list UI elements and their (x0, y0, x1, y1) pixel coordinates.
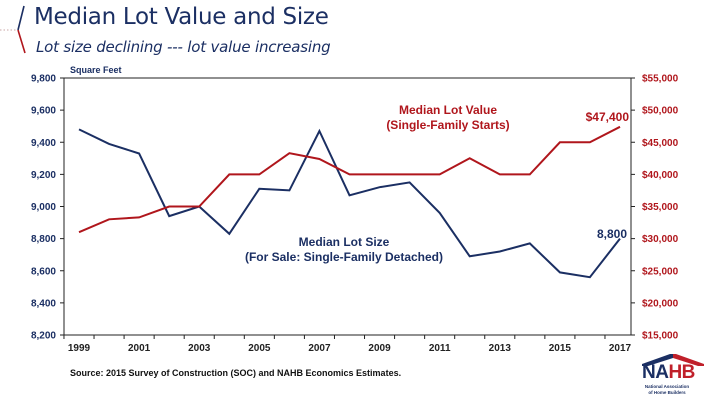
x-tick-label: 2009 (368, 343, 391, 354)
lot-size-label-line2: (For Sale: Single-Family Detached) (245, 250, 443, 264)
y-right-tick-label: $50,000 (642, 106, 679, 117)
y-left-tick-label: 9,800 (31, 74, 56, 85)
series-layer (78, 125, 621, 279)
axes: 8,200 8,400 8,600 8,800 9,000 9,200 9,400 9,600… (31, 74, 679, 355)
x-tick-label: 2013 (489, 343, 512, 354)
x-tick-label: 2017 (609, 343, 632, 354)
lot-size-end-label: 8,800 (597, 227, 627, 241)
y-left-axis-unit: Square Feet (70, 65, 122, 75)
annotations-layer: Square Feet Median Lot Value (Single-Fam… (70, 65, 629, 264)
y-right-tick-label: $20,000 (642, 298, 679, 309)
y-right-tick-label: $15,000 (642, 331, 679, 342)
logo-na: NA (642, 362, 669, 383)
lot-size-line (78, 128, 621, 279)
x-tick-label: 2015 (549, 343, 572, 354)
page-subtitle: Lot size declining --- lot value increas… (36, 38, 331, 56)
y-right-tick-label: $30,000 (642, 234, 679, 245)
logo-tagline-line2: of Home Builders (648, 389, 686, 395)
accent-slash-red (17, 29, 26, 54)
logo-tagline-line1: National Association (644, 384, 690, 389)
lot-value-label-line1: Median Lot Value (399, 103, 497, 117)
logo-tagline: National Association of Home Builders (636, 384, 698, 395)
lot-value-end-label: $47,400 (586, 110, 630, 124)
lot-size-label-line1: Median Lot Size (299, 235, 390, 249)
y-right-tick-label: $45,000 (642, 138, 679, 149)
y-right-tick-label: $35,000 (642, 202, 679, 213)
y-left-tick-label: 9,200 (31, 170, 56, 181)
y-left-tick-label: 9,000 (31, 202, 56, 213)
y-right-tick-label: $55,000 (642, 74, 679, 85)
x-tick-label: 2001 (128, 343, 151, 354)
y-left-tick-label: 8,400 (31, 298, 56, 309)
y-left-tick-label: 9,600 (31, 106, 56, 117)
x-tick-label: 2005 (248, 343, 271, 354)
y-left-tick-label: 8,600 (31, 266, 56, 277)
y-left-tick-label: 9,400 (31, 138, 56, 149)
roof-icon (642, 354, 704, 366)
accent-slash-navy (17, 5, 25, 31)
page-title: Median Lot Value and Size (34, 4, 329, 30)
lot-value-line (78, 125, 621, 234)
x-tick-label: 2003 (188, 343, 211, 354)
x-tick-label: 1999 (68, 343, 91, 354)
source-note: Source: 2015 Survey of Construction (SOC… (70, 368, 402, 378)
x-tick-label: 2011 (429, 343, 451, 354)
logo-wordmark: NAHB (642, 362, 695, 384)
nahb-logo: NAHB National Association of Home Builde… (636, 352, 716, 402)
y-right-tick-label: $40,000 (642, 170, 679, 181)
title-accent-decoration (0, 5, 26, 54)
y-left-tick-label: 8,800 (31, 234, 56, 245)
y-right-tick-label: $25,000 (642, 266, 679, 277)
y-left-tick-label: 8,200 (31, 331, 56, 342)
x-tick-label: 2007 (308, 343, 331, 354)
logo-hb: HB (668, 362, 695, 383)
lot-value-label-line2: (Single-Family Starts) (386, 118, 509, 132)
